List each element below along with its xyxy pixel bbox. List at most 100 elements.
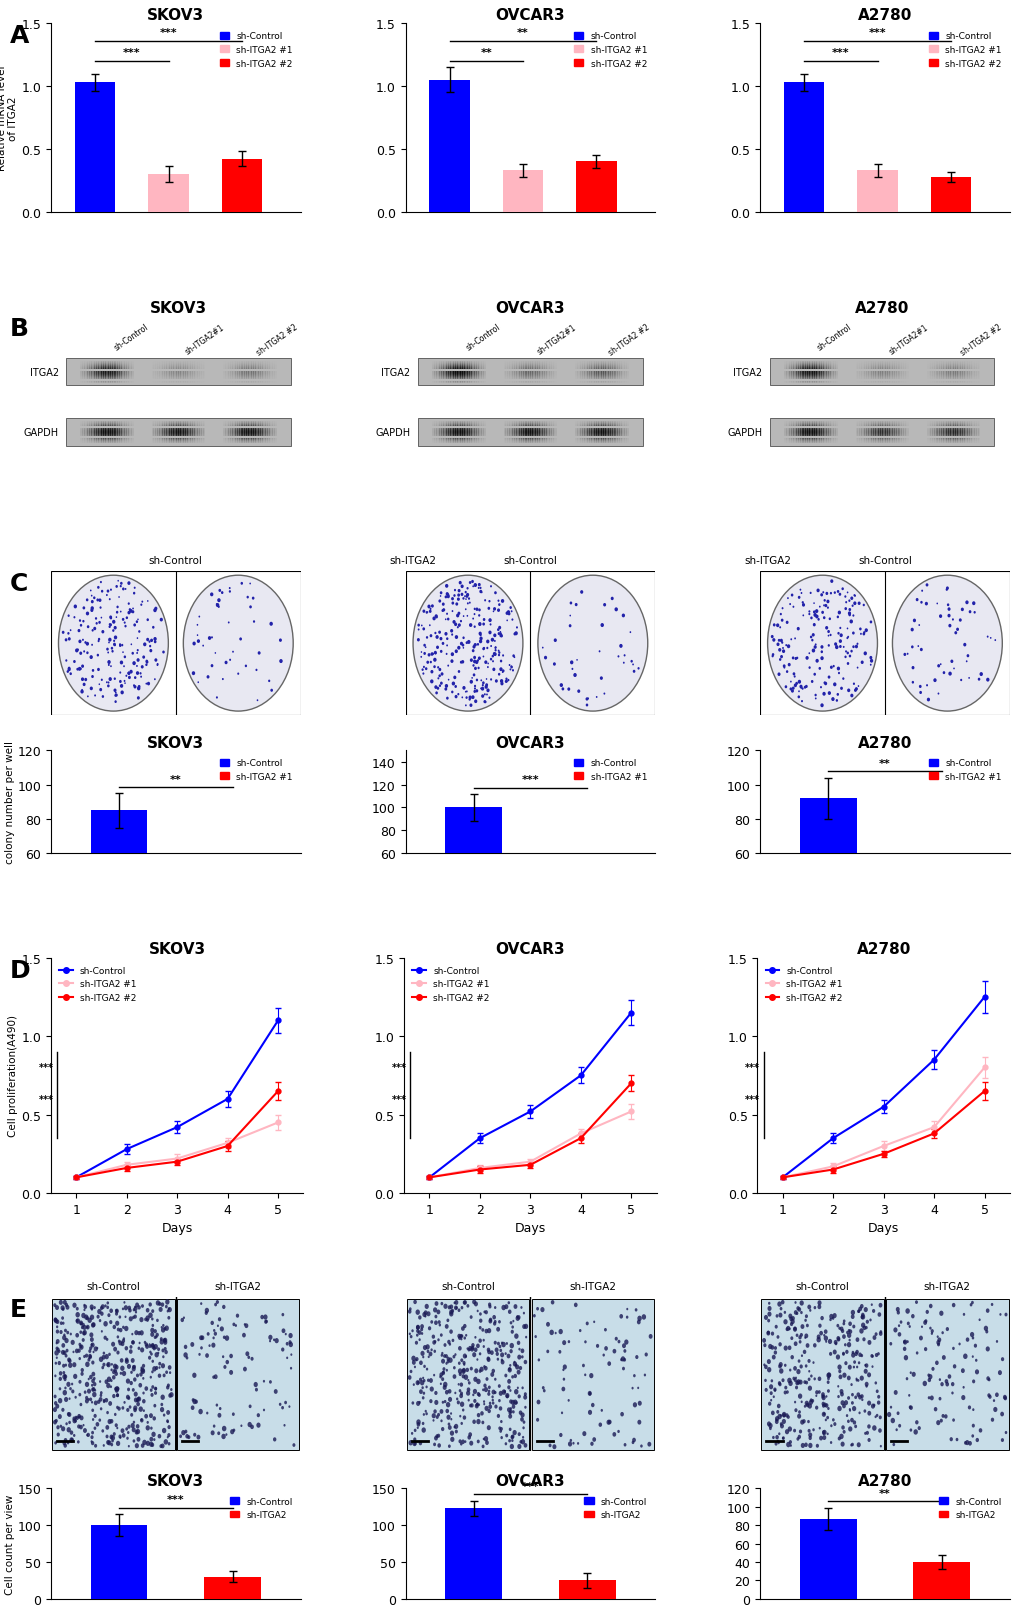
Circle shape bbox=[826, 1373, 830, 1378]
Circle shape bbox=[152, 1324, 154, 1328]
Circle shape bbox=[154, 607, 157, 610]
Circle shape bbox=[128, 609, 131, 612]
Circle shape bbox=[476, 1414, 480, 1417]
Circle shape bbox=[222, 1336, 225, 1339]
Circle shape bbox=[917, 625, 919, 626]
Circle shape bbox=[484, 1310, 487, 1315]
Circle shape bbox=[135, 1311, 137, 1313]
Circle shape bbox=[77, 1414, 81, 1419]
Circle shape bbox=[440, 1302, 443, 1305]
Circle shape bbox=[826, 677, 829, 680]
Circle shape bbox=[108, 678, 112, 682]
Circle shape bbox=[524, 1324, 528, 1329]
Text: ***: *** bbox=[123, 49, 141, 58]
Circle shape bbox=[65, 1305, 69, 1310]
Circle shape bbox=[887, 1412, 891, 1417]
Circle shape bbox=[804, 1334, 807, 1339]
Circle shape bbox=[161, 1349, 164, 1352]
Circle shape bbox=[797, 1410, 800, 1414]
Circle shape bbox=[997, 1370, 1001, 1375]
Circle shape bbox=[440, 1354, 442, 1357]
Circle shape bbox=[852, 1367, 854, 1368]
Circle shape bbox=[225, 1433, 227, 1436]
Circle shape bbox=[499, 669, 502, 672]
Circle shape bbox=[478, 1352, 481, 1355]
Circle shape bbox=[568, 1341, 570, 1344]
Circle shape bbox=[439, 1373, 442, 1376]
Circle shape bbox=[122, 1337, 125, 1341]
Circle shape bbox=[426, 1350, 429, 1354]
Circle shape bbox=[496, 1414, 499, 1419]
Circle shape bbox=[499, 1349, 501, 1352]
Circle shape bbox=[441, 643, 444, 646]
Circle shape bbox=[465, 696, 468, 700]
Circle shape bbox=[614, 1337, 618, 1341]
Circle shape bbox=[1004, 1313, 1007, 1316]
Circle shape bbox=[210, 665, 213, 667]
Circle shape bbox=[945, 1328, 948, 1331]
Circle shape bbox=[135, 1430, 139, 1435]
Circle shape bbox=[797, 696, 799, 700]
Circle shape bbox=[852, 646, 854, 649]
Circle shape bbox=[517, 1341, 520, 1345]
Circle shape bbox=[150, 1389, 153, 1393]
Circle shape bbox=[513, 1362, 515, 1363]
Circle shape bbox=[476, 644, 479, 646]
Circle shape bbox=[845, 602, 847, 604]
Circle shape bbox=[428, 1352, 432, 1357]
Circle shape bbox=[873, 1332, 876, 1336]
Circle shape bbox=[141, 1443, 145, 1448]
Circle shape bbox=[119, 1436, 121, 1440]
Circle shape bbox=[167, 1307, 172, 1313]
Circle shape bbox=[855, 1365, 857, 1368]
Circle shape bbox=[439, 596, 441, 597]
Circle shape bbox=[472, 1300, 476, 1305]
Circle shape bbox=[969, 1303, 971, 1307]
Circle shape bbox=[146, 661, 149, 664]
Circle shape bbox=[840, 1329, 844, 1332]
Circle shape bbox=[847, 636, 848, 638]
Circle shape bbox=[425, 612, 427, 615]
Circle shape bbox=[971, 1355, 973, 1358]
Circle shape bbox=[790, 1319, 794, 1324]
Circle shape bbox=[558, 1433, 561, 1438]
Circle shape bbox=[132, 1420, 135, 1423]
Circle shape bbox=[446, 1341, 450, 1344]
Circle shape bbox=[508, 1428, 512, 1431]
Circle shape bbox=[427, 654, 430, 657]
Circle shape bbox=[977, 678, 979, 682]
Circle shape bbox=[465, 691, 466, 693]
Circle shape bbox=[166, 1436, 168, 1438]
Circle shape bbox=[74, 1349, 78, 1354]
Circle shape bbox=[911, 682, 913, 685]
Circle shape bbox=[814, 1406, 817, 1410]
Circle shape bbox=[462, 1409, 464, 1412]
Ellipse shape bbox=[58, 576, 168, 711]
Circle shape bbox=[787, 1378, 791, 1383]
Circle shape bbox=[67, 1358, 70, 1362]
Circle shape bbox=[472, 649, 474, 652]
Circle shape bbox=[443, 1344, 446, 1347]
Circle shape bbox=[540, 1307, 544, 1313]
Circle shape bbox=[473, 584, 477, 588]
Circle shape bbox=[269, 622, 273, 626]
Circle shape bbox=[829, 592, 832, 596]
Circle shape bbox=[836, 693, 839, 696]
Circle shape bbox=[913, 1430, 917, 1435]
Circle shape bbox=[1000, 1357, 1004, 1362]
Circle shape bbox=[416, 1422, 420, 1427]
Circle shape bbox=[811, 1428, 814, 1431]
Circle shape bbox=[56, 1319, 59, 1324]
Circle shape bbox=[274, 1339, 278, 1344]
Circle shape bbox=[817, 1391, 820, 1394]
Circle shape bbox=[945, 588, 948, 591]
Circle shape bbox=[1004, 1431, 1007, 1435]
Circle shape bbox=[510, 1321, 512, 1324]
Circle shape bbox=[114, 644, 116, 648]
Circle shape bbox=[101, 617, 102, 618]
Circle shape bbox=[142, 1378, 145, 1380]
Circle shape bbox=[444, 584, 448, 589]
Circle shape bbox=[237, 674, 239, 675]
Circle shape bbox=[483, 1401, 485, 1402]
Circle shape bbox=[81, 678, 84, 682]
